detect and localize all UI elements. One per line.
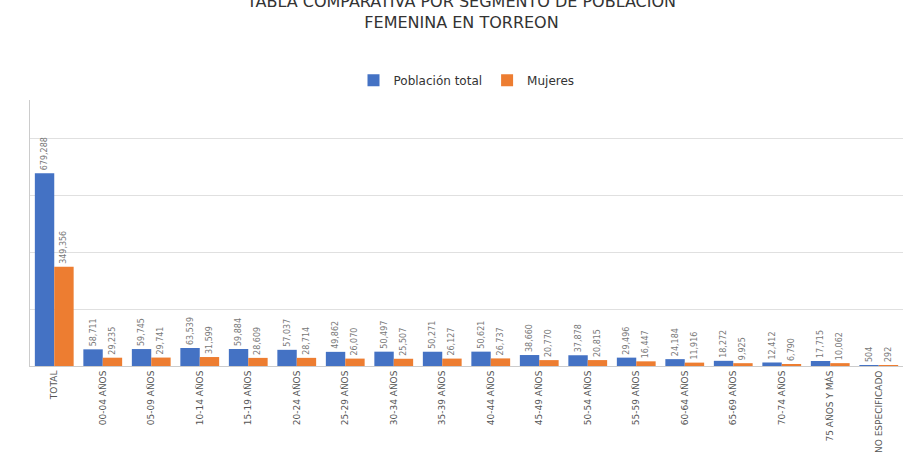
svg-text:16,447: 16,447 [641,330,650,358]
svg-text:37,878: 37,878 [574,324,583,352]
svg-text:05-09 AÑOS: 05-09 AÑOS [146,370,156,425]
svg-text:59,884: 59,884 [234,318,243,346]
svg-text:65-69 AÑOS: 65-69 AÑOS [728,370,738,425]
svg-text:60-64 AÑOS: 60-64 AÑOS [680,370,690,425]
svg-text:504: 504 [865,347,874,362]
svg-text:20-24 AÑOS: 20-24 AÑOS [292,370,302,425]
svg-text:10,062: 10,062 [835,332,844,360]
svg-text:20,770: 20,770 [544,329,553,357]
svg-text:58,711: 58,711 [89,318,98,346]
svg-text:55-59 AÑOS: 55-59 AÑOS [631,370,641,425]
svg-text:17,715: 17,715 [816,330,825,358]
svg-text:26,070: 26,070 [350,328,359,356]
svg-text:49,862: 49,862 [331,321,340,349]
svg-text:TOTAL: TOTAL [49,371,59,401]
svg-text:50,621: 50,621 [477,321,486,349]
svg-text:63,539: 63,539 [186,317,195,345]
svg-text:24,184: 24,184 [671,328,680,356]
svg-text:11,916: 11,916 [690,332,699,360]
svg-text:31,599: 31,599 [205,326,214,354]
svg-text:18,272: 18,272 [719,330,728,358]
svg-text:9,925: 9,925 [738,337,747,360]
svg-text:28,714: 28,714 [302,327,311,355]
svg-text:26,127: 26,127 [447,328,456,356]
svg-text:45-49 AÑOS: 45-49 AÑOS [534,370,544,425]
svg-text:75 AÑOS Y MÁS: 75 AÑOS Y MÁS [824,370,835,441]
svg-text:50,497: 50,497 [380,321,389,349]
svg-text:29,741: 29,741 [156,327,165,355]
svg-text:6,790: 6,790 [787,338,796,361]
svg-text:70-74 AÑOS: 70-74 AÑOS [777,370,787,425]
svg-text:28,609: 28,609 [253,327,262,355]
svg-text:38,660: 38,660 [525,324,534,352]
svg-text:Población total: Población total [394,74,483,88]
svg-text:50,271: 50,271 [428,321,437,349]
svg-text:349,356: 349,356 [59,231,68,264]
svg-text:NO ESPECIFICADO: NO ESPECIFICADO [874,371,884,453]
svg-text:12,412: 12,412 [768,331,777,359]
svg-text:30-34 AÑOS: 30-34 AÑOS [389,370,399,425]
svg-text:Mujeres: Mujeres [527,74,574,88]
svg-text:00-04 AÑOS: 00-04 AÑOS [98,370,108,425]
svg-text:25,507: 25,507 [399,328,408,356]
svg-text:26,737: 26,737 [496,327,505,355]
svg-text:679,288: 679,288 [40,137,49,170]
svg-text:40-44 AÑOS: 40-44 AÑOS [486,370,496,425]
svg-text:10-14 AÑOS: 10-14 AÑOS [195,370,205,425]
svg-text:35-39 AÑOS: 35-39 AÑOS [437,370,447,425]
svg-text:59,745: 59,745 [137,318,146,346]
svg-text:25-29 AÑOS: 25-29 AÑOS [340,370,350,425]
svg-text:15-19 AÑOS: 15-19 AÑOS [243,370,253,425]
svg-text:29,235: 29,235 [108,327,117,355]
svg-text:50-54 AÑOS: 50-54 AÑOS [583,370,593,425]
svg-text:TABLA COMPARATIVA POR SEGMENTO: TABLA COMPARATIVA POR SEGMENTO DE POBLAC… [246,0,676,32]
svg-text:20,815: 20,815 [593,329,602,357]
svg-text:29,496: 29,496 [622,327,631,355]
svg-text:292: 292 [884,347,893,362]
svg-text:57,037: 57,037 [283,319,292,347]
